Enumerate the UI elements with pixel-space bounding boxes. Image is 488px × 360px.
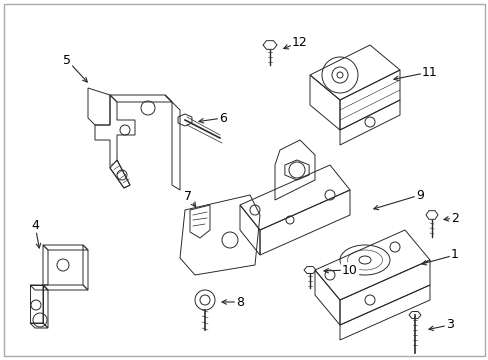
Text: 8: 8 (236, 296, 244, 309)
Text: 12: 12 (291, 36, 307, 49)
Text: 1: 1 (450, 248, 458, 261)
Text: 3: 3 (445, 319, 453, 332)
Text: 10: 10 (342, 264, 357, 276)
Text: 7: 7 (183, 189, 192, 202)
Text: 11: 11 (421, 66, 437, 78)
Text: 9: 9 (415, 189, 423, 202)
Text: 5: 5 (63, 54, 71, 67)
Text: 6: 6 (219, 112, 226, 125)
Text: 4: 4 (31, 219, 39, 231)
Text: 2: 2 (450, 212, 458, 225)
